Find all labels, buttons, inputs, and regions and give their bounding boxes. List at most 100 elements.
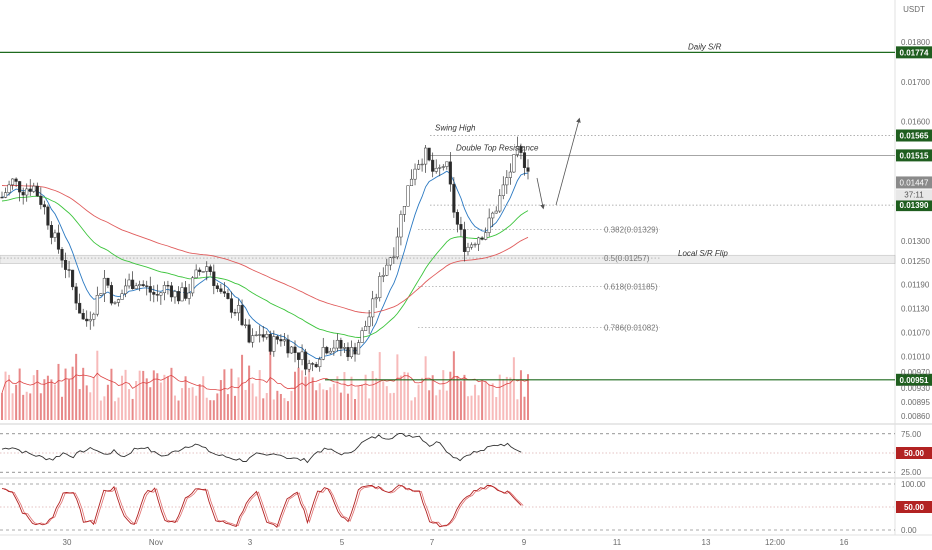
fib-label[interactable]: 0.786(0.01082) [604, 324, 659, 333]
volume-bar [523, 396, 526, 420]
ema-slow-line [1, 184, 529, 314]
annotation-label[interactable]: Double Top Resistance [456, 143, 539, 152]
price-tick-label[interactable]: 0.01070 [901, 328, 930, 337]
volume-bar [368, 398, 371, 420]
value-tag-label[interactable]: 50.00 [904, 503, 925, 512]
time-tick-label[interactable]: 3 [248, 538, 253, 547]
annotation-label[interactable]: Local S/R Flip [678, 249, 728, 258]
price-tick-label[interactable]: 0.01700 [901, 78, 930, 87]
time-tick-label[interactable]: 30 [63, 538, 72, 547]
text-annotations[interactable]: Daily S/R Swing High Double Top Resistance… [435, 42, 728, 258]
volume-bar [325, 390, 328, 420]
candle-body [173, 291, 177, 298]
price-level-tag [896, 199, 932, 212]
price-level-label[interactable]: 0.01515 [900, 151, 929, 160]
current-price-label[interactable]: 0.01447 [900, 178, 929, 187]
candle-body [469, 244, 474, 248]
price-tick-label[interactable]: 0.01600 [901, 118, 930, 127]
annotation-label[interactable]: Daily S/R [688, 42, 722, 51]
volume-bar [269, 345, 272, 420]
current-price-tag [896, 176, 932, 189]
sub-tick-label[interactable]: 0.00 [901, 526, 917, 535]
countdown-label[interactable]: 37:11 [904, 190, 924, 199]
price-tick-label[interactable]: 0.00860 [901, 412, 930, 421]
price-tick-label[interactable]: 0.00930 [901, 384, 930, 393]
sr-flip-zone [0, 254, 896, 264]
volume-bar [103, 396, 106, 420]
volume-bar [11, 393, 14, 420]
currency-label[interactable]: USDT [903, 5, 925, 14]
volume-bar [22, 394, 25, 420]
candle-body [508, 171, 512, 178]
candle-body [39, 195, 43, 205]
sub-tick-label[interactable]: 75.00 [901, 430, 922, 439]
candle-body [434, 167, 438, 172]
price-level-label[interactable]: 0.00951 [900, 376, 929, 385]
fib-label[interactable]: 0.382(0.01329) [604, 225, 659, 234]
fibonacci-levels[interactable]: 0.382(0.01329) 0.5(0.01257) 0.618(0.01185)… [0, 225, 660, 333]
candle-body [484, 232, 488, 240]
candle-body [85, 318, 89, 322]
time-tick-label[interactable]: 12:00 [765, 538, 786, 547]
candle-body [318, 359, 322, 368]
fib-label[interactable]: 0.5(0.01257) [604, 254, 650, 263]
sub-tick-label[interactable]: 25.00 [901, 468, 922, 477]
candle-body [81, 312, 85, 320]
candle-body [385, 264, 389, 276]
price-tick-label[interactable]: 0.01250 [901, 257, 930, 266]
annotation-label[interactable]: Swing High [435, 124, 476, 133]
price-level-label[interactable]: 0.01774 [900, 48, 929, 57]
price-tick-label[interactable]: 0.01300 [901, 237, 930, 246]
candle-body [515, 146, 519, 155]
time-tick-label[interactable]: Nov [149, 538, 163, 547]
time-tick-label[interactable]: 9 [522, 538, 527, 547]
candle-body [395, 236, 399, 258]
price-tick-label[interactable]: 0.01190 [901, 281, 930, 290]
candle-body [7, 184, 11, 193]
price-pane[interactable]: 0.01774 0.01565 0.01515 0.01390 0.00951 0.38… [0, 0, 932, 536]
candle-body [487, 217, 491, 233]
price-axis[interactable]: 0.01800 0.01700 0.01600 0.01300 0.01250 0.011… [896, 5, 932, 421]
candle-body [46, 206, 50, 226]
candle-body [268, 334, 272, 352]
time-tick-label[interactable]: 16 [840, 538, 849, 547]
price-tick-label[interactable]: 0.01010 [901, 352, 930, 361]
volume-bar [392, 392, 395, 420]
candle-body [25, 188, 29, 196]
volume-bar [361, 384, 364, 420]
candle-body [364, 325, 368, 331]
time-tick-label[interactable]: 11 [613, 538, 622, 547]
volume-bar [258, 370, 261, 420]
time-tick-label[interactable]: 13 [702, 538, 711, 547]
projection-arrows[interactable] [536, 117, 581, 210]
candle-body [28, 188, 32, 192]
price-tick-label[interactable]: 0.00895 [901, 398, 930, 407]
time-axis[interactable]: 30 Nov 3 5 7 9 11 13 12:00 16 [63, 538, 849, 547]
sub-tick-label[interactable]: 100.00 [901, 480, 926, 489]
price-tick-label[interactable]: 0.01130 [901, 305, 930, 314]
candle-body [522, 152, 527, 168]
volume-bar [152, 370, 155, 420]
volume-bar [25, 391, 28, 420]
price-level-label[interactable]: 0.01565 [900, 132, 929, 141]
horizontal-levels[interactable]: 0.01774 0.01565 0.01515 0.01390 0.00951 [0, 46, 932, 386]
price-level-label[interactable]: 0.01390 [900, 201, 929, 210]
time-tick-label[interactable]: 5 [340, 538, 345, 547]
candle-body [477, 237, 481, 245]
candle-body [325, 347, 329, 354]
price-tick-label[interactable]: 0.01800 [901, 38, 930, 47]
volume-bar [50, 379, 53, 420]
value-tag-label[interactable]: 50.00 [904, 449, 925, 458]
candle-body [134, 285, 138, 290]
candle-body [212, 271, 216, 286]
volume-bar [230, 368, 233, 420]
stoch-rsi-pane[interactable]: 100.00 50.00 0.00 [0, 480, 932, 535]
fib-label[interactable]: 0.618(0.01185) [604, 283, 658, 292]
candle-body [106, 277, 110, 286]
time-tick-label[interactable]: 7 [430, 538, 435, 547]
candle-body [208, 266, 212, 272]
volume-bar [53, 384, 56, 420]
price-tick-label[interactable]: 0.00970 [901, 368, 930, 377]
rsi-pane[interactable]: 75.00 50.00 25.00 [0, 430, 932, 477]
